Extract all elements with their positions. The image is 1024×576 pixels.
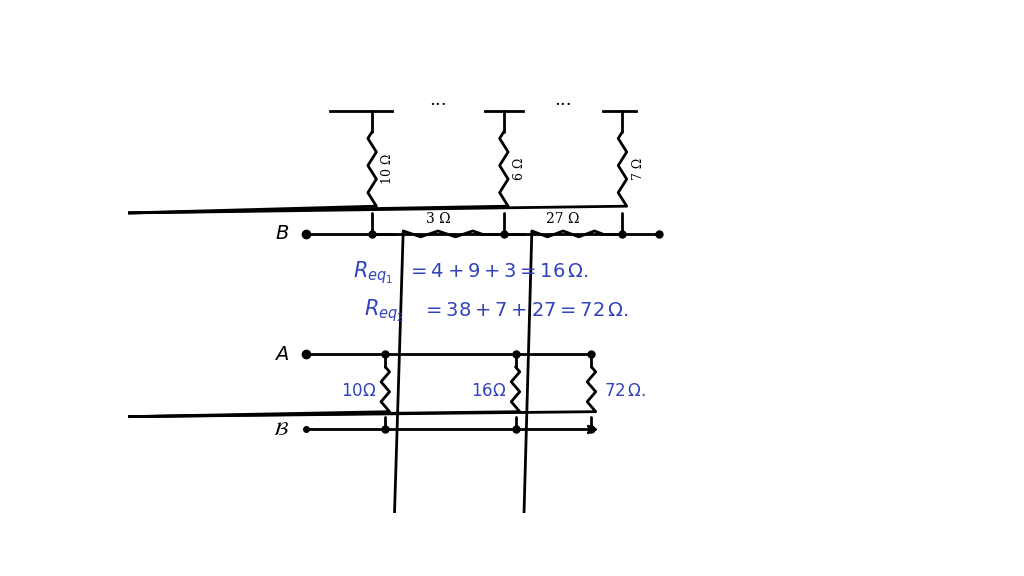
Text: 6 Ω: 6 Ω [513, 157, 526, 180]
Text: $= 4+9+3 = 16\,\Omega.$: $= 4+9+3 = 16\,\Omega.$ [407, 263, 589, 282]
Text: $16\Omega$: $16\Omega$ [471, 383, 506, 400]
Text: 3 Ω: 3 Ω [426, 212, 451, 226]
Text: ...: ... [429, 91, 446, 109]
Text: $10\Omega$: $10\Omega$ [341, 383, 376, 400]
Text: $A$: $A$ [274, 344, 289, 363]
Text: 10 Ω: 10 Ω [381, 153, 394, 184]
Text: ...: ... [554, 91, 572, 109]
Text: $B$: $B$ [275, 225, 289, 244]
Text: $\mathcal{B}$: $\mathcal{B}$ [273, 420, 289, 439]
Text: $= 38+7+27 = 72\,\Omega.$: $= 38+7+27 = 72\,\Omega.$ [423, 302, 630, 320]
Text: 27 Ω: 27 Ω [547, 212, 580, 226]
Text: $R_{eq_2}$: $R_{eq_2}$ [365, 297, 404, 324]
Text: $72\,\Omega.$: $72\,\Omega.$ [604, 383, 646, 400]
Text: 7 Ω: 7 Ω [632, 157, 645, 180]
Text: $R_{eq_1}$: $R_{eq_1}$ [352, 259, 393, 286]
